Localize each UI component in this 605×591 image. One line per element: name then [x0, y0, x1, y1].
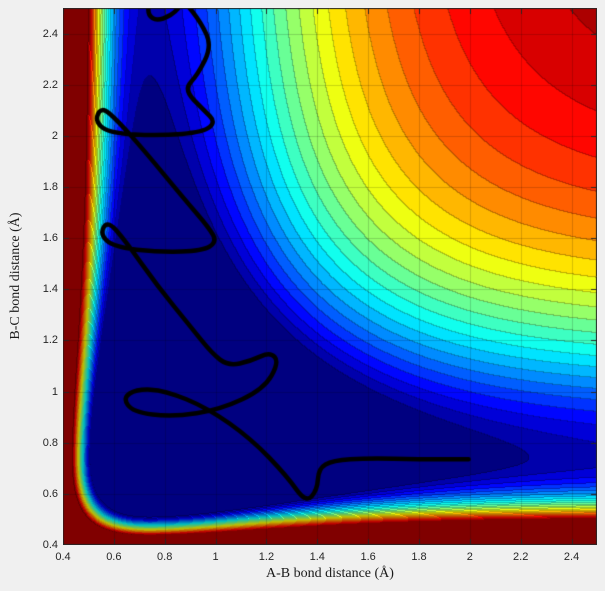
x-tick-label: 1.6	[360, 551, 376, 563]
x-tick-label: 2	[466, 551, 473, 563]
y-tick-label: 0.4	[42, 539, 58, 551]
x-tick-label: 0.6	[106, 551, 122, 563]
y-tick-label: 1	[51, 385, 58, 398]
x-tick-label: 2.4	[563, 551, 580, 563]
x-tick-label: 2.2	[513, 551, 529, 563]
contour-plot-canvas	[63, 8, 597, 545]
y-tick-label: 0.8	[42, 436, 58, 449]
x-tick-label: 1.2	[258, 551, 275, 563]
x-tick-label: 0.8	[157, 551, 173, 563]
y-tick-label: 0.6	[42, 487, 58, 500]
x-tick-label: 1	[212, 551, 219, 563]
x-axis-label: A-B bond distance (Å)	[266, 566, 394, 581]
y-tick-label: 2.4	[42, 27, 58, 40]
y-tick-label: 2	[51, 129, 58, 142]
y-tick-label: 1.8	[42, 181, 58, 193]
y-tick-label: 1.6	[42, 232, 58, 245]
x-tick-label: 1.4	[309, 551, 325, 563]
x-tick-label: 0.4	[55, 551, 71, 563]
y-tick-label: 1.2	[42, 334, 58, 347]
y-tick-label: 2.2	[42, 78, 58, 91]
x-tick-label: 1.8	[411, 551, 427, 563]
y-tick-label: 1.4	[42, 283, 58, 296]
y-axis-label: B-C bond distance (Å)	[8, 212, 23, 340]
